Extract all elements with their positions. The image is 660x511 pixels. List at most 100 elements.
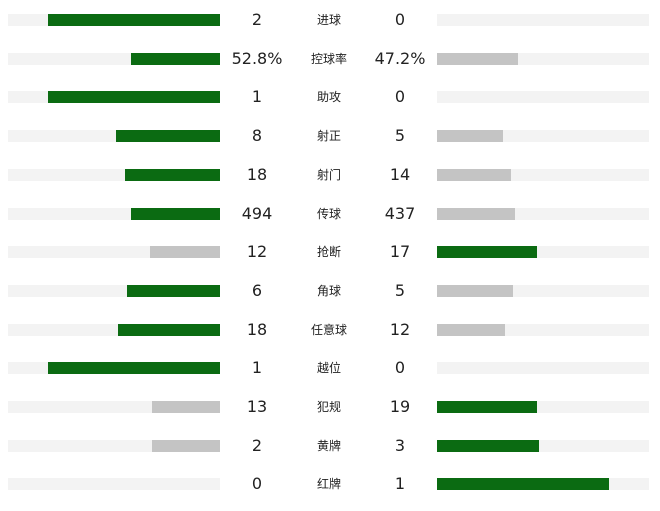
away-bar-fill bbox=[437, 284, 513, 297]
stat-label: 射门 bbox=[316, 167, 341, 182]
stat-label: 任意球 bbox=[310, 322, 347, 337]
away-value: 0 bbox=[394, 358, 406, 378]
home-value: 0 bbox=[251, 474, 263, 494]
stat-label: 越位 bbox=[316, 361, 341, 376]
home-bar-track bbox=[8, 246, 220, 259]
away-bar-fill bbox=[437, 439, 539, 452]
away-value: 19 bbox=[389, 397, 411, 416]
away-bar-track bbox=[437, 478, 649, 491]
away-bar-track bbox=[437, 14, 649, 26]
away-value: 1 bbox=[394, 474, 406, 494]
stat-row: 8 射正 5 bbox=[0, 122, 660, 152]
home-bar-fill bbox=[150, 246, 220, 259]
home-bar-fill bbox=[116, 130, 220, 143]
away-bar-track bbox=[437, 52, 649, 65]
away-bar-fill bbox=[437, 52, 518, 65]
stat-row: 6 角球 5 bbox=[0, 277, 660, 307]
home-bar-fill bbox=[125, 168, 220, 181]
away-value: 437 bbox=[384, 203, 416, 223]
home-value: 2 bbox=[251, 435, 263, 455]
away-bar-fill bbox=[437, 246, 537, 259]
away-bar-track bbox=[437, 401, 649, 413]
home-bar-track bbox=[8, 130, 220, 143]
home-value: 12 bbox=[246, 242, 268, 262]
away-bar-track bbox=[437, 207, 649, 220]
stat-row: 0 红牌 1 bbox=[0, 470, 660, 500]
home-value: 13 bbox=[246, 397, 268, 416]
home-bar-track bbox=[8, 52, 220, 65]
away-bar-fill bbox=[437, 207, 515, 220]
away-bar-fill bbox=[437, 323, 505, 336]
home-bar-track bbox=[8, 91, 220, 104]
away-value: 0 bbox=[394, 10, 406, 29]
stat-label: 角球 bbox=[316, 283, 341, 298]
away-bar-fill bbox=[437, 168, 511, 181]
home-value: 52.8% bbox=[231, 48, 283, 68]
stat-row: 1 越位 0 bbox=[0, 354, 660, 384]
home-bar-track bbox=[8, 14, 220, 26]
home-value: 6 bbox=[251, 280, 263, 300]
home-bar-track bbox=[8, 478, 220, 491]
home-bar-fill bbox=[127, 284, 220, 297]
away-bar-fill bbox=[437, 401, 537, 413]
away-value: 5 bbox=[394, 126, 406, 146]
home-bar-fill bbox=[48, 362, 220, 375]
stat-row: 52.8% 控球率 47.2% bbox=[0, 45, 660, 75]
away-value: 14 bbox=[389, 164, 411, 184]
stat-label: 射正 bbox=[316, 129, 341, 144]
away-value: 5 bbox=[394, 280, 406, 300]
away-bar-track bbox=[437, 91, 649, 104]
stat-row: 1 助攻 0 bbox=[0, 83, 660, 113]
home-value: 18 bbox=[246, 164, 268, 184]
home-bar-track bbox=[8, 401, 220, 413]
home-bar-track bbox=[8, 168, 220, 181]
home-value: 2 bbox=[251, 10, 263, 29]
stat-label: 助攻 bbox=[316, 90, 341, 105]
stat-label: 黄牌 bbox=[316, 438, 341, 453]
home-bar-fill bbox=[131, 207, 220, 220]
home-bar-fill bbox=[48, 91, 220, 104]
away-bar-track bbox=[437, 130, 649, 143]
home-bar-fill bbox=[48, 14, 220, 26]
stat-label: 传球 bbox=[316, 206, 341, 221]
away-bar-track bbox=[437, 246, 649, 259]
away-bar-track bbox=[437, 362, 649, 375]
away-bar-track bbox=[437, 439, 649, 452]
home-bar-track bbox=[8, 207, 220, 220]
home-bar-track bbox=[8, 323, 220, 336]
home-value: 1 bbox=[251, 358, 263, 378]
away-bar-track bbox=[437, 284, 649, 297]
stat-label: 控球率 bbox=[310, 51, 347, 66]
away-bar-fill bbox=[437, 130, 503, 143]
home-bar-track bbox=[8, 284, 220, 297]
away-value: 12 bbox=[389, 319, 411, 339]
stat-row: 18 射门 14 bbox=[0, 161, 660, 191]
home-bar-fill bbox=[152, 439, 220, 452]
home-bar-track bbox=[8, 362, 220, 375]
stat-label: 进球 bbox=[316, 13, 341, 27]
home-bar-fill bbox=[131, 52, 220, 65]
away-value: 47.2% bbox=[374, 48, 426, 68]
home-value: 18 bbox=[246, 319, 268, 339]
home-value: 8 bbox=[251, 126, 263, 146]
away-bar-track bbox=[437, 323, 649, 336]
away-bar-track bbox=[437, 168, 649, 181]
stat-row: 12 抢断 17 bbox=[0, 238, 660, 268]
home-bar-track bbox=[8, 439, 220, 452]
stat-label: 犯规 bbox=[316, 400, 341, 414]
home-value: 494 bbox=[241, 203, 273, 223]
away-bar-fill bbox=[437, 478, 609, 491]
stat-row: 13 犯规 19 bbox=[0, 393, 660, 423]
stat-row: 494 传球 437 bbox=[0, 200, 660, 230]
home-bar-fill bbox=[152, 401, 220, 413]
away-value: 0 bbox=[394, 87, 406, 107]
away-value: 3 bbox=[394, 435, 406, 455]
home-bar-fill bbox=[118, 323, 220, 336]
stat-row: 18 任意球 12 bbox=[0, 316, 660, 346]
stat-row: 2 进球 0 bbox=[0, 6, 660, 36]
stat-row: 2 黄牌 3 bbox=[0, 432, 660, 462]
stat-label: 抢断 bbox=[316, 245, 341, 260]
stat-label: 红牌 bbox=[316, 477, 341, 492]
away-value: 17 bbox=[389, 242, 411, 262]
